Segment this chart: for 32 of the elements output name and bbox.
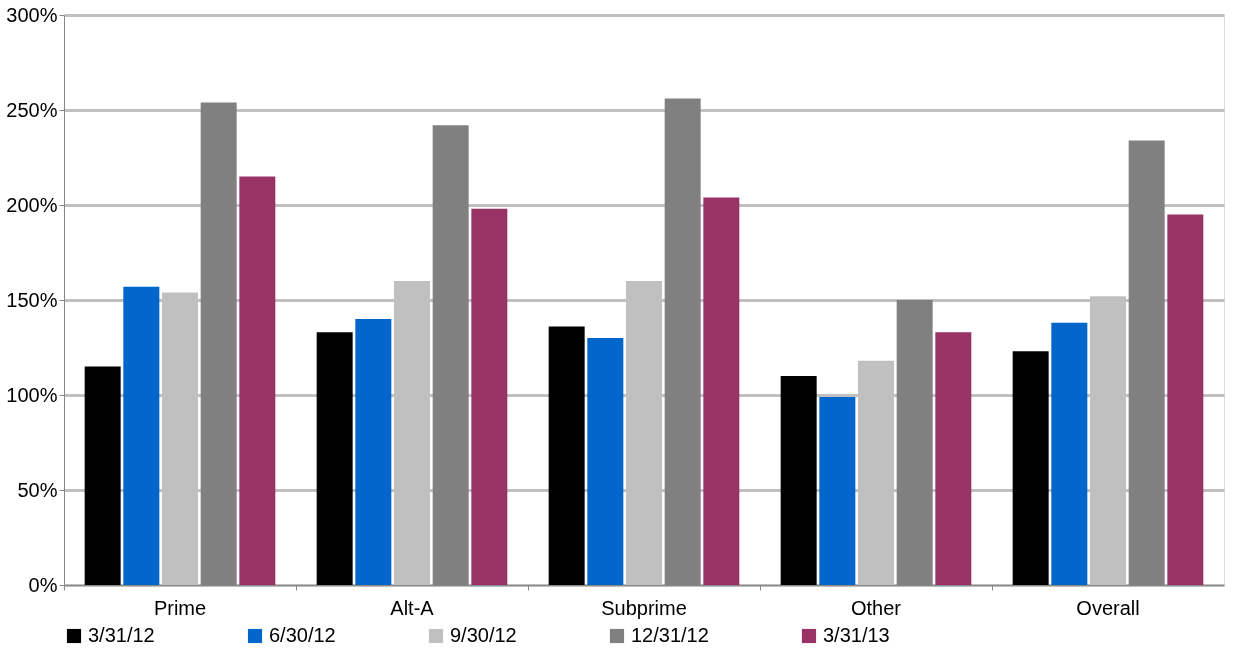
bar	[355, 319, 392, 585]
x-tick-label: Subprime	[601, 596, 687, 619]
bar	[703, 197, 740, 585]
legend-label: 3/31/13	[823, 624, 890, 646]
y-tick-label: 50%	[17, 478, 58, 501]
bar	[316, 332, 353, 585]
y-tick-label: 0%	[28, 573, 58, 596]
bar	[84, 366, 121, 585]
y-tick-label: 250%	[6, 98, 58, 121]
bar	[239, 176, 276, 585]
legend-label: 6/30/12	[269, 624, 336, 646]
bar	[123, 286, 160, 585]
y-tick-label: 200%	[6, 193, 58, 216]
bar	[1167, 214, 1204, 585]
bar	[780, 376, 817, 585]
legend-label: 12/31/12	[631, 624, 709, 646]
x-tick-label: Other	[850, 596, 902, 619]
legend-label: 9/30/12	[450, 624, 517, 646]
bar	[587, 338, 624, 585]
bar	[471, 208, 508, 585]
x-tick-label: Overall	[1076, 596, 1140, 619]
x-tick-label: Prime	[153, 596, 207, 619]
bar	[548, 326, 585, 585]
legend-label: 3/31/12	[88, 624, 155, 646]
bar	[1012, 351, 1049, 585]
bar	[935, 332, 972, 585]
y-tick-label: 300%	[6, 3, 58, 26]
y-tick-label: 100%	[6, 383, 58, 406]
bar	[1051, 322, 1088, 585]
bar	[819, 396, 856, 585]
x-tick-label: Alt-A	[390, 596, 435, 619]
y-tick-label: 150%	[6, 288, 58, 311]
